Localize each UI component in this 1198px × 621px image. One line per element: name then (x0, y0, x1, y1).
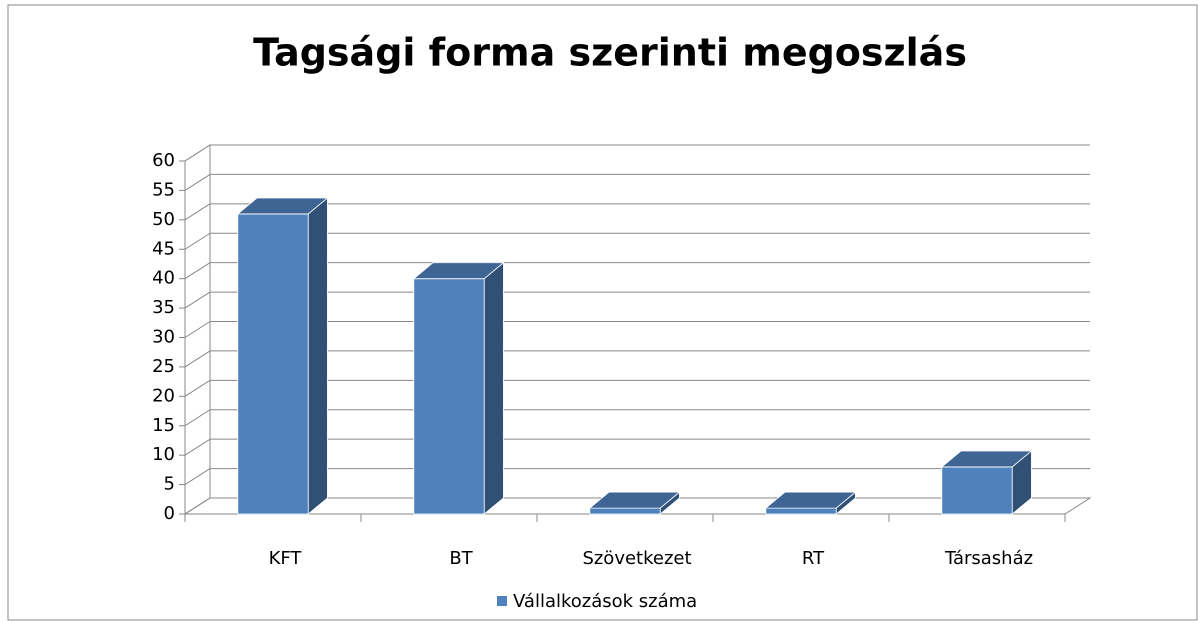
y-tick-label: 25 (152, 356, 175, 377)
grid-line-side (184, 203, 211, 221)
y-tick-label: 0 (164, 503, 175, 524)
y-tick-label: 10 (152, 444, 175, 465)
bar-top (412, 262, 505, 280)
bar-front (413, 278, 485, 515)
y-tick-label: 20 (152, 385, 175, 406)
bar (940, 450, 1033, 515)
grid-line-side (184, 321, 211, 338)
bar-front (941, 466, 1013, 515)
x-tick-label: Szövetkezet (582, 548, 691, 569)
grid-line-side (184, 262, 211, 280)
bar (588, 491, 681, 515)
chart-title: Tagsági forma szerinti megoszlás (253, 31, 967, 75)
bar-side (307, 197, 328, 515)
bar-top (764, 491, 857, 509)
y-tick-label: 35 (152, 297, 175, 318)
y-tick-label: 5 (164, 474, 175, 495)
y-tick-label: 45 (152, 238, 175, 259)
bar (412, 261, 505, 515)
bar (236, 197, 329, 515)
x-tick-label: BT (449, 548, 473, 569)
grid-line-side (184, 468, 211, 486)
grid-line-side (184, 497, 211, 515)
bar-top (588, 491, 681, 509)
bar-front (765, 507, 837, 515)
y-tick-label: 40 (152, 268, 175, 289)
grid-line-side (184, 409, 211, 427)
x-tick-label: RT (802, 548, 825, 569)
y-tick-label: 55 (152, 179, 175, 200)
bar-top (940, 450, 1033, 468)
grid-line-side (184, 173, 211, 191)
bar-top (236, 197, 329, 215)
grid-line-side (184, 144, 211, 162)
y-tick-label: 60 (152, 150, 175, 171)
y-tick-label: 15 (152, 415, 175, 436)
legend-swatch (497, 596, 507, 606)
x-tick-label: Társasház (944, 548, 1033, 569)
grid-line-side (184, 232, 211, 250)
bar-side (483, 261, 504, 515)
y-tick-label: 50 (152, 209, 175, 230)
chart-frame (7, 4, 1198, 621)
bar-front (237, 213, 309, 515)
y-tick-label: 30 (152, 327, 175, 348)
grid-line-side (184, 379, 211, 397)
grid-line-side (184, 350, 211, 368)
bar-front (589, 507, 661, 515)
x-tick-label: KFT (269, 548, 303, 569)
grid-line-side (184, 291, 211, 309)
bar (764, 491, 857, 515)
grid-line-side (184, 438, 211, 456)
legend-label: Vállalkozások száma (513, 591, 697, 612)
